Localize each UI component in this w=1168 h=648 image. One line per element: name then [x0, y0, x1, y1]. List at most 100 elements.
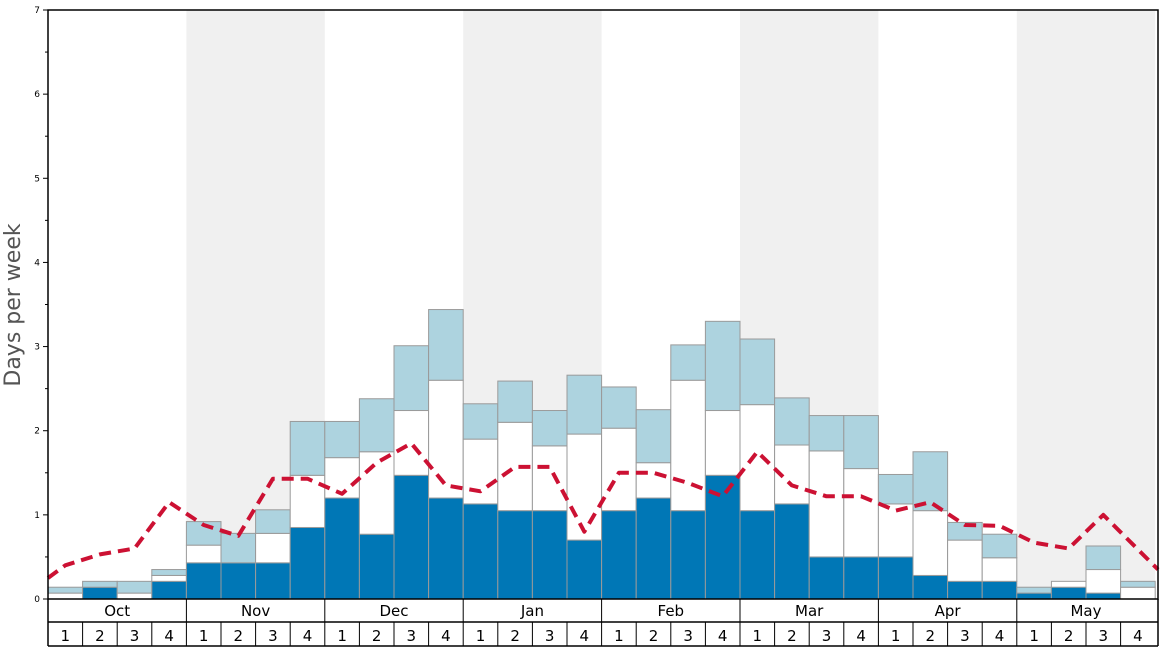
week-label-20: 4 — [718, 627, 728, 645]
bar-week-15-segment-3 — [531, 410, 568, 447]
bar-week-24-segment-3 — [843, 415, 879, 470]
week-label-31: 3 — [1099, 627, 1109, 645]
week-label-9: 1 — [337, 627, 347, 645]
bar-week-12-segment-3 — [428, 309, 464, 381]
bar-week-17-segment-3 — [601, 386, 637, 429]
bar-week-9-segment-3 — [324, 420, 360, 459]
week-label-13: 1 — [476, 627, 486, 645]
week-label-19: 3 — [683, 627, 693, 645]
bar-week-10-segment-3 — [358, 398, 395, 453]
week-label-22: 2 — [787, 627, 797, 645]
week-label-3: 3 — [130, 627, 140, 645]
week-label-11: 3 — [407, 627, 417, 645]
bar-week-7-segment-1 — [255, 562, 291, 600]
bar-week-15-segment-1 — [531, 510, 568, 600]
bar-week-2-segment-1 — [82, 586, 118, 600]
bar-week-8-segment-3 — [289, 420, 326, 476]
bar-week-30-segment-2 — [1050, 580, 1087, 588]
week-label-30: 2 — [1064, 627, 1074, 645]
bar-week-13-segment-1 — [462, 503, 499, 600]
bar-week-21-segment-1 — [739, 510, 776, 600]
month-label-feb: Feb — [658, 602, 685, 620]
bar-week-7-segment-2 — [255, 532, 291, 564]
bar-week-31-segment-3 — [1085, 545, 1122, 571]
bar-week-32-segment-2 — [1120, 586, 1156, 600]
bar-week-23-segment-3 — [808, 415, 845, 452]
bar-week-2-segment-3 — [82, 580, 118, 588]
bar-week-25-segment-2 — [877, 503, 914, 558]
y-tick-label-4: 4 — [34, 258, 40, 268]
bar-week-18-segment-2 — [635, 462, 672, 499]
month-label-mar: Mar — [795, 602, 824, 620]
week-label-27: 3 — [960, 627, 970, 645]
month-label-dec: Dec — [379, 602, 408, 620]
month-label-nov: Nov — [241, 602, 270, 620]
bar-week-10-segment-2 — [358, 451, 395, 535]
bar-week-25-segment-1 — [877, 556, 914, 600]
bar-week-30-segment-1 — [1050, 586, 1087, 600]
bar-week-20-segment-3 — [704, 320, 741, 412]
week-label-15: 3 — [545, 627, 555, 645]
bar-week-10-segment-1 — [358, 533, 395, 600]
bar-week-3-segment-3 — [116, 580, 153, 594]
bar-week-25-segment-3 — [877, 473, 914, 505]
y-tick-label-2: 2 — [34, 427, 40, 437]
week-label-4: 4 — [164, 627, 174, 645]
bar-week-11-segment-1 — [393, 474, 430, 600]
month-band-may — [1016, 10, 1156, 599]
bar-week-26-segment-3 — [912, 451, 949, 512]
bar-week-4-segment-3 — [151, 569, 187, 576]
bar-week-31-segment-1 — [1085, 592, 1122, 600]
bar-week-12-segment-2 — [428, 379, 464, 499]
bar-week-4-segment-2 — [151, 574, 187, 582]
bar-week-22-segment-1 — [774, 503, 810, 600]
y-tick-label-0: 0 — [34, 595, 40, 605]
bar-week-18-segment-1 — [635, 497, 672, 600]
bar-week-5-segment-2 — [185, 544, 222, 564]
week-label-26: 2 — [926, 627, 936, 645]
bar-week-24-segment-2 — [843, 468, 879, 558]
bar-week-14-segment-1 — [497, 510, 533, 600]
week-label-21: 1 — [753, 627, 763, 645]
bar-week-28-segment-3 — [981, 533, 1018, 559]
bar-week-21-segment-3 — [739, 338, 776, 406]
week-label-2: 2 — [95, 627, 105, 645]
average-line-layer — [46, 441, 1160, 580]
bar-week-29-segment-1 — [1016, 592, 1052, 600]
bar-week-13-segment-3 — [462, 403, 499, 440]
bar-week-20-segment-1 — [704, 474, 741, 600]
week-label-29: 1 — [1029, 627, 1039, 645]
week-label-1: 1 — [61, 627, 71, 645]
bars-layer — [47, 309, 1156, 600]
week-label-25: 1 — [891, 627, 901, 645]
bar-week-27-segment-2 — [947, 539, 983, 582]
bar-week-16-segment-2 — [566, 433, 603, 541]
y-tick-label-3: 3 — [34, 343, 40, 353]
month-label-may: May — [1070, 602, 1101, 620]
month-label-jan: Jan — [520, 602, 544, 620]
week-label-16: 4 — [580, 627, 590, 645]
bar-week-19-segment-3 — [670, 344, 706, 381]
month-label-apr: Apr — [935, 602, 962, 620]
bar-week-18-segment-3 — [635, 409, 672, 464]
week-label-24: 4 — [856, 627, 866, 645]
week-label-10: 2 — [372, 627, 382, 645]
bar-week-24-segment-1 — [843, 556, 879, 600]
bar-week-23-segment-1 — [808, 556, 845, 600]
bar-week-19-segment-1 — [670, 510, 706, 600]
bar-week-12-segment-1 — [428, 497, 464, 600]
bar-week-28-segment-1 — [981, 580, 1018, 600]
y-tick-label-7: 7 — [34, 6, 40, 16]
week-label-5: 1 — [199, 627, 209, 645]
week-label-6: 2 — [234, 627, 244, 645]
week-label-7: 3 — [268, 627, 278, 645]
week-label-18: 2 — [649, 627, 659, 645]
bar-week-7-segment-3 — [255, 509, 291, 534]
y-tick-label-5: 5 — [34, 174, 40, 184]
bar-week-19-segment-2 — [670, 379, 706, 512]
bar-week-23-segment-2 — [808, 450, 845, 558]
y-tick-label-6: 6 — [34, 90, 40, 100]
bar-week-27-segment-1 — [947, 580, 983, 600]
bar-week-11-segment-3 — [393, 345, 430, 412]
